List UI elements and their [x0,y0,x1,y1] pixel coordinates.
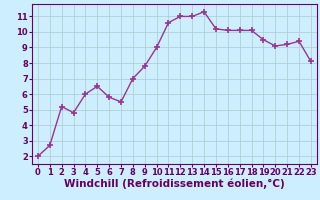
X-axis label: Windchill (Refroidissement éolien,°C): Windchill (Refroidissement éolien,°C) [64,179,285,189]
